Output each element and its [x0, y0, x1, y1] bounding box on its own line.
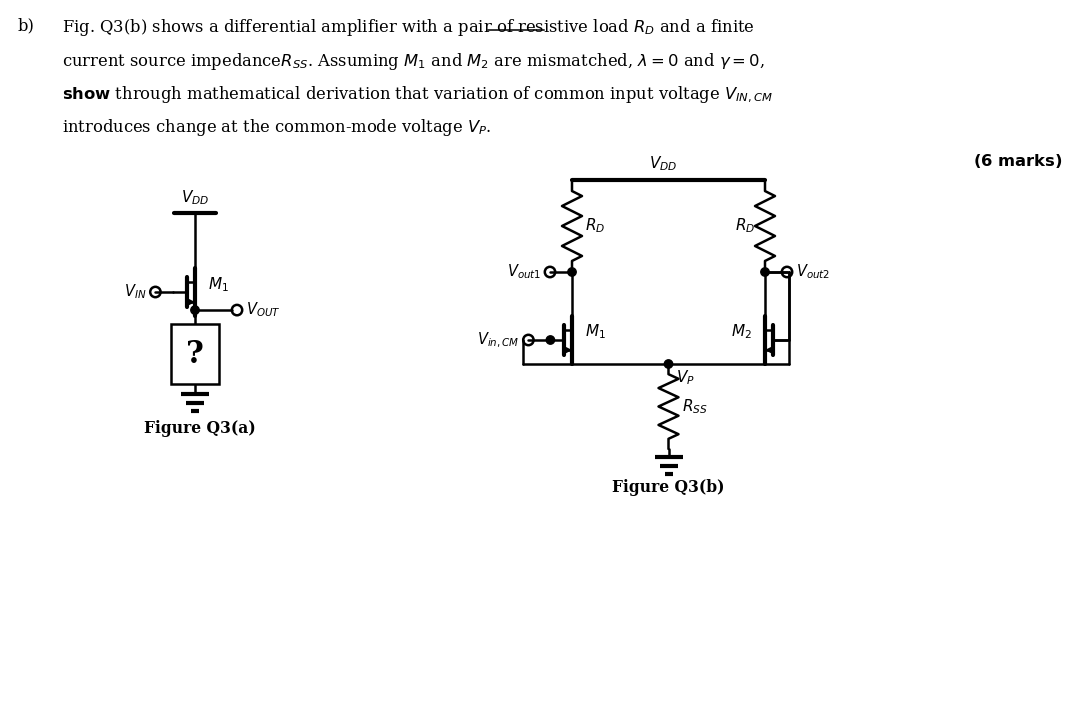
Text: $M_1$: $M_1$ — [585, 323, 606, 341]
Circle shape — [191, 306, 199, 314]
Text: $V_{out2}$: $V_{out2}$ — [796, 263, 831, 282]
Text: b): b) — [18, 17, 35, 34]
Text: Figure Q3(b): Figure Q3(b) — [612, 479, 725, 496]
Text: Fig. Q3(b) shows a differential amplifier with a pair of resistive load $\it{R_D: Fig. Q3(b) shows a differential amplifie… — [62, 17, 755, 38]
Text: introduces change at the common-mode voltage $\it{V}_P$.: introduces change at the common-mode vol… — [62, 117, 491, 138]
Bar — [171, 324, 219, 384]
Text: $V_{DD}$: $V_{DD}$ — [180, 188, 210, 207]
Text: $V_{out1}$: $V_{out1}$ — [507, 263, 541, 282]
Circle shape — [664, 360, 673, 369]
Text: $R_{SS}$: $R_{SS}$ — [681, 397, 707, 416]
Text: $M_2$: $M_2$ — [731, 323, 752, 341]
Text: Figure Q3(a): Figure Q3(a) — [144, 420, 256, 437]
Circle shape — [760, 267, 769, 276]
Text: $M_1$: $M_1$ — [208, 276, 229, 294]
Text: current source impedance$\it{R}_{SS}$. Assuming $\it{M}_1$ and $\it{M}_2$ are mi: current source impedance$\it{R}_{SS}$. A… — [62, 51, 765, 72]
Text: ?: ? — [186, 338, 204, 369]
Circle shape — [546, 336, 555, 344]
Text: $V_{DD}$: $V_{DD}$ — [649, 154, 677, 173]
Text: $R_D$: $R_D$ — [734, 217, 755, 235]
Circle shape — [568, 267, 577, 276]
Text: $\bf{show}$ through mathematical derivation that variation of common input volta: $\bf{show}$ through mathematical derivat… — [62, 84, 773, 105]
Text: $V_{IN}$: $V_{IN}$ — [124, 283, 147, 301]
Text: $V_{in,CM}$: $V_{in,CM}$ — [477, 331, 519, 350]
Text: $R_D$: $R_D$ — [585, 217, 605, 235]
Text: $V_{OUT}$: $V_{OUT}$ — [246, 300, 281, 319]
Text: $V_P$: $V_P$ — [676, 368, 696, 387]
Text: $\mathbf{(6\ marks)}$: $\mathbf{(6\ marks)}$ — [973, 152, 1062, 170]
